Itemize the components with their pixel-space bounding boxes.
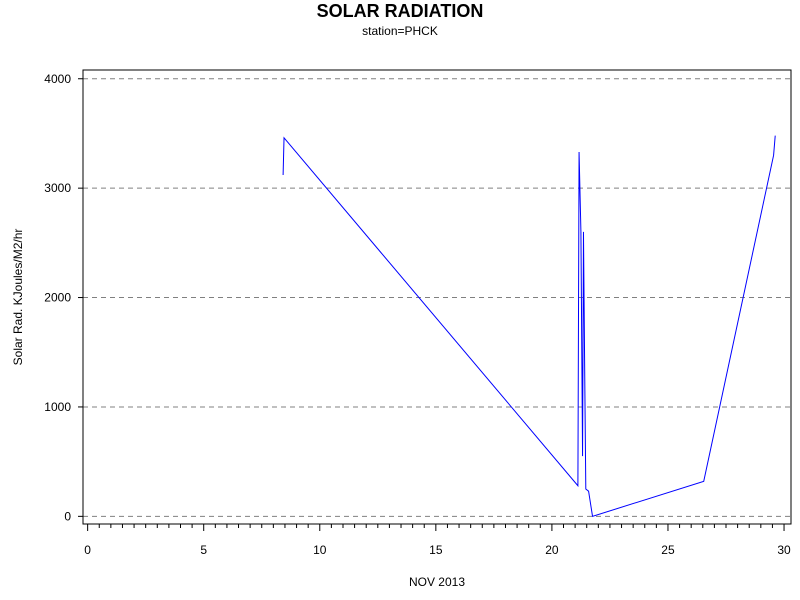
x-tick-label-15: 15 — [429, 543, 443, 557]
x-tick-label-30: 30 — [777, 543, 791, 557]
chart-title: SOLAR RADIATION — [317, 1, 484, 21]
y-tick-label-4000: 4000 — [44, 72, 71, 86]
series-line-0 — [282, 135, 776, 517]
y-tick-label-3000: 3000 — [44, 181, 71, 195]
y-axis: 0 1000 2000 3000 4000 — [44, 72, 83, 523]
y-tick-label-0: 0 — [64, 509, 71, 523]
y-tick-label-2000: 2000 — [44, 291, 71, 305]
x-tick-label-10: 10 — [313, 543, 327, 557]
x-axis: 0 5 10 15 20 25 30 — [84, 524, 791, 557]
y-tick-label-1000: 1000 — [44, 400, 71, 414]
x-tick-label-0: 0 — [84, 543, 91, 557]
x-tick-label-20: 20 — [545, 543, 559, 557]
plot-frame — [82, 69, 792, 525]
chart-subtitle: station=PHCK — [362, 24, 438, 38]
x-tick-label-5: 5 — [200, 543, 207, 557]
grid-lines — [83, 78, 791, 517]
y-axis-title: Solar Rad. KJoules/M2/hr — [11, 229, 25, 366]
series-layer — [282, 135, 776, 517]
x-axis-title: NOV 2013 — [409, 575, 465, 589]
x-tick-label-25: 25 — [661, 543, 675, 557]
